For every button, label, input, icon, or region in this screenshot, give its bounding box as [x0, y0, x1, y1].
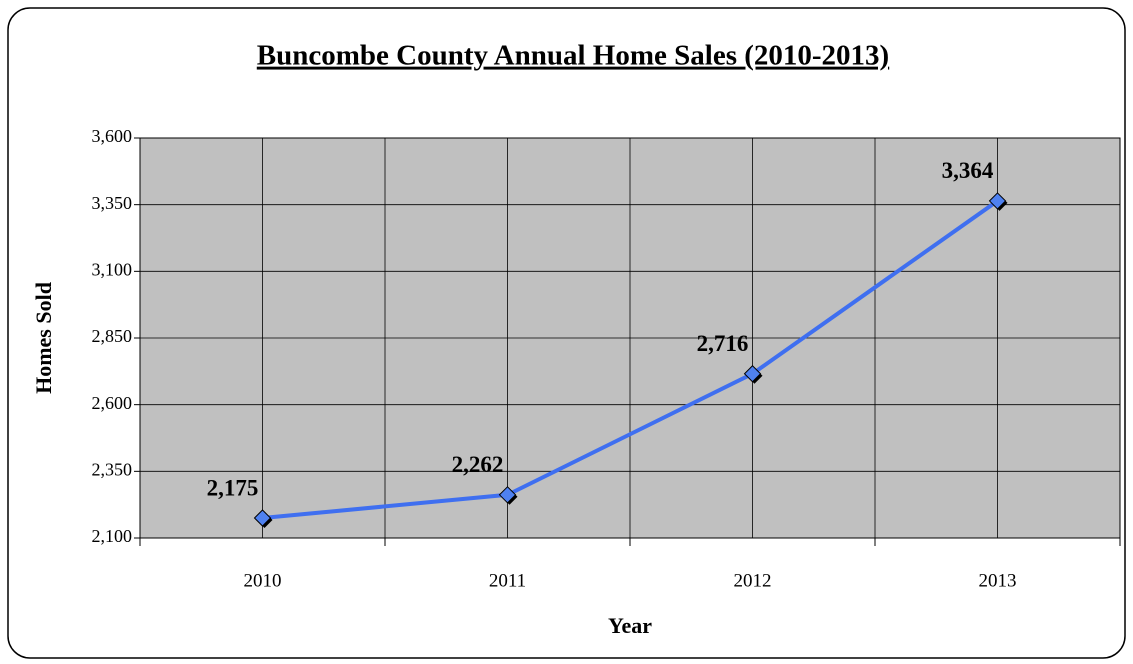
y-tick-label: 2,600: [92, 393, 133, 413]
y-axis-label: Homes Sold: [31, 282, 56, 394]
x-tick-label: 2010: [244, 570, 282, 591]
data-label: 2,175: [207, 475, 259, 500]
y-tick-label: 2,850: [92, 326, 133, 346]
data-label: 3,364: [942, 158, 994, 183]
x-tick-label: 2011: [489, 570, 526, 591]
chart-title: Buncombe County Annual Home Sales (2010-…: [257, 40, 889, 72]
line: [262, 199, 999, 520]
marker: [988, 192, 1007, 210]
x-axis-label: Year: [608, 613, 652, 638]
x-tick-label: 2012: [734, 570, 772, 591]
y-tick-label: 3,600: [92, 126, 133, 146]
data-label: 2,716: [697, 331, 749, 356]
y-tick-label: 3,100: [92, 259, 133, 279]
data-label: 2,262: [452, 452, 504, 477]
y-tick-label: 3,350: [92, 193, 133, 213]
marker: [743, 365, 762, 383]
y-tick-label: 2,100: [92, 526, 133, 546]
y-tick-label: 2,350: [92, 459, 133, 479]
x-tick-label: 2013: [979, 570, 1017, 591]
marker: [253, 509, 272, 527]
marker: [498, 486, 517, 504]
